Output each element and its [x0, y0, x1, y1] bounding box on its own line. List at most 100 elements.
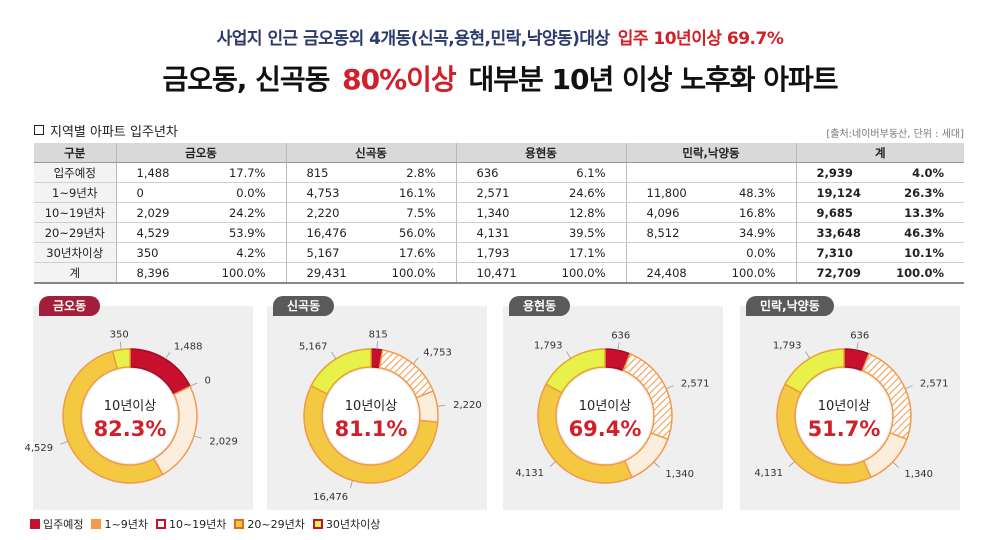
table-cell: 6.1% — [542, 162, 626, 183]
donut-slice — [545, 348, 606, 394]
leader-line — [349, 480, 353, 489]
table-cell: 16.1% — [372, 182, 456, 203]
table-cell: 26.3% — [882, 182, 964, 203]
checkbox-square-icon — [34, 125, 44, 135]
table-cell: 0.0% — [202, 182, 286, 203]
chart-tag: 민락,낙양동 — [746, 296, 834, 316]
table-cell: 24,408 — [625, 262, 712, 284]
legend-item: 1~9년차 — [91, 516, 148, 532]
page-title: 금오동, 신곡동 80%이상 대부분 10년 이상 노후화 아파트 — [0, 58, 1000, 98]
leader-line — [805, 351, 811, 359]
slice-label: 1,793 — [534, 341, 563, 352]
row-label: 계 — [34, 262, 116, 284]
table-cell: 1,488 — [115, 162, 202, 183]
table-cell: 2,029 — [115, 202, 202, 223]
table-cell: 9,685 — [795, 202, 882, 223]
slice-label: 1,793 — [773, 341, 802, 352]
data-table: 구분 금오동 신곡동 용현동 민락,낙양동 계 입주예정 1,488 17.7% 81… — [34, 143, 964, 284]
center-value: 51.7% — [808, 417, 881, 441]
table-cell: 10,471 — [455, 262, 542, 284]
table-cell: 2,220 — [285, 202, 372, 223]
table-row: 10~19년차 2,029 24.2% 2,220 7.5% 1,340 12.8% 4,09… — [34, 202, 964, 223]
table-cell: 48.3% — [712, 182, 796, 203]
slice-label: 2,029 — [209, 437, 238, 448]
center-value: 82.3% — [94, 417, 167, 441]
row-label: 입주예정 — [34, 162, 116, 183]
header-cell: 계 — [795, 143, 964, 163]
leader-line — [60, 440, 69, 445]
table-cell: 72,709 — [795, 262, 882, 284]
table-row: 1~9년차 0 0.0% 4,753 16.1% 2,571 24.6% 11,800 48.3… — [34, 182, 964, 203]
table-cell: 33,648 — [795, 222, 882, 243]
slice-label: 1,340 — [665, 469, 694, 480]
table-cell: 4,096 — [625, 202, 712, 223]
legend-swatch-icon — [312, 519, 323, 529]
leader-line — [376, 341, 378, 350]
table-cell: 13.3% — [882, 202, 964, 223]
leader-line — [412, 357, 419, 365]
table-row: 30년차이상 350 4.2% 5,167 17.6% 1,793 17.1% 0.0% 7,3… — [34, 242, 964, 263]
leader-line — [788, 461, 795, 468]
center-value: 69.4% — [569, 417, 642, 441]
table-header-row: 구분 금오동 신곡동 용현동 민락,낙양동 계 — [34, 143, 964, 163]
slice-label: 2,571 — [920, 378, 949, 389]
donut-2: 636 2,571 1,340 4,131 1,793 10년이상 69.4% — [515, 331, 710, 484]
table-cell: 4,529 — [115, 222, 202, 243]
donut-hole — [797, 369, 891, 463]
slice-label: 4,131 — [515, 468, 544, 479]
slice-label: 815 — [369, 329, 388, 340]
table-cell: 53.9% — [202, 222, 286, 243]
table-cell: 1,793 — [455, 242, 542, 263]
chart-tag: 용현동 — [509, 296, 571, 316]
leader-line — [905, 385, 913, 390]
table-cell: 100.0% — [712, 262, 796, 284]
chart-tag: 금오동 — [39, 296, 101, 316]
table-cell — [625, 162, 712, 183]
center-label: 10년이상 — [104, 399, 156, 414]
center-label: 10년이상 — [579, 399, 631, 414]
legend-swatch-icon — [91, 519, 102, 529]
legend-label: 입주예정 — [43, 518, 84, 531]
header-cell: 용현동 — [455, 143, 626, 163]
table-cell: 2,571 — [455, 182, 542, 203]
table-cell: 17.1% — [542, 242, 626, 263]
slice-label: 4,753 — [423, 348, 452, 359]
subtitle-text: 사업지 인근 금오동외 4개동(신곡,용현,민락,낙양동)대상 — [216, 29, 611, 49]
table-cell: 350 — [115, 242, 202, 263]
slice-label: 350 — [110, 330, 129, 341]
legend-label: 10~19년차 — [168, 518, 227, 531]
legend-item: 10~19년차 — [155, 516, 227, 532]
donut-0: 1,488 0 2,029 4,529 350 10년이상 82.3% — [24, 330, 238, 484]
title-pre: 금오동, 신곡동 — [162, 63, 330, 96]
donut-hole — [558, 369, 652, 463]
row-label: 20~29년차 — [34, 222, 116, 243]
donut-slice — [111, 348, 131, 370]
center-label: 10년이상 — [345, 399, 397, 414]
leader-line — [617, 342, 620, 351]
legend-label: 20~29년차 — [247, 518, 305, 531]
slice-label: 636 — [611, 331, 630, 342]
table-cell: 11,800 — [625, 182, 712, 203]
leader-line — [437, 404, 446, 407]
donut-1: 815 4,753 2,220 16,476 5,167 10년이상 81.1% — [299, 329, 482, 502]
table-cell: 17.6% — [372, 242, 456, 263]
table-cell: 4,753 — [285, 182, 372, 203]
table-cell — [625, 242, 712, 263]
table-cell: 0.0% — [712, 242, 796, 263]
slice-label: 2,571 — [681, 378, 710, 389]
leader-line — [331, 351, 337, 360]
header-subtitle: 사업지 인근 금오동외 4개동(신곡,용현,민락,낙양동)대상 입주 10년이상 … — [0, 24, 1000, 49]
slice-label: 636 — [850, 331, 869, 342]
leader-line — [119, 341, 122, 350]
table-cell: 46.3% — [882, 222, 964, 243]
table-cell: 100.0% — [202, 262, 286, 284]
donut-slice — [303, 384, 439, 484]
table-cell: 4,131 — [455, 222, 542, 243]
table-cell: 24.6% — [542, 182, 626, 203]
center-label: 10년이상 — [818, 399, 870, 414]
legend: 입주예정 1~9년차 10~19년차 20~29년차 30년차이상 — [30, 516, 388, 532]
table-cell: 56.0% — [372, 222, 456, 243]
slice-label: 4,529 — [24, 443, 53, 454]
leader-line — [566, 351, 572, 359]
donut-hole — [324, 369, 418, 463]
